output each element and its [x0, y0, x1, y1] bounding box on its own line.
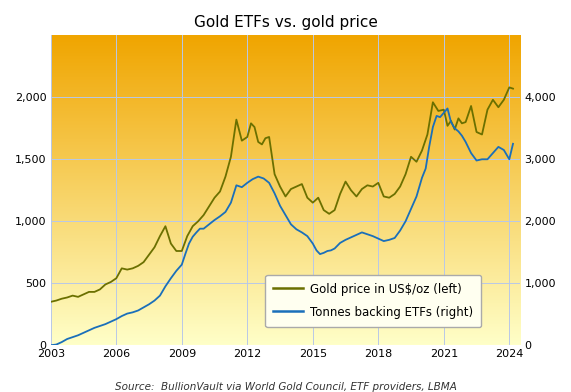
Legend: Gold price in US$/oz (left), Tonnes backing ETFs (right): Gold price in US$/oz (left), Tonnes back…	[265, 275, 481, 327]
Text: Source:  BullionVault via World Gold Council, ETF providers, LBMA: Source: BullionVault via World Gold Coun…	[115, 382, 456, 392]
Title: Gold ETFs vs. gold price: Gold ETFs vs. gold price	[194, 15, 377, 30]
